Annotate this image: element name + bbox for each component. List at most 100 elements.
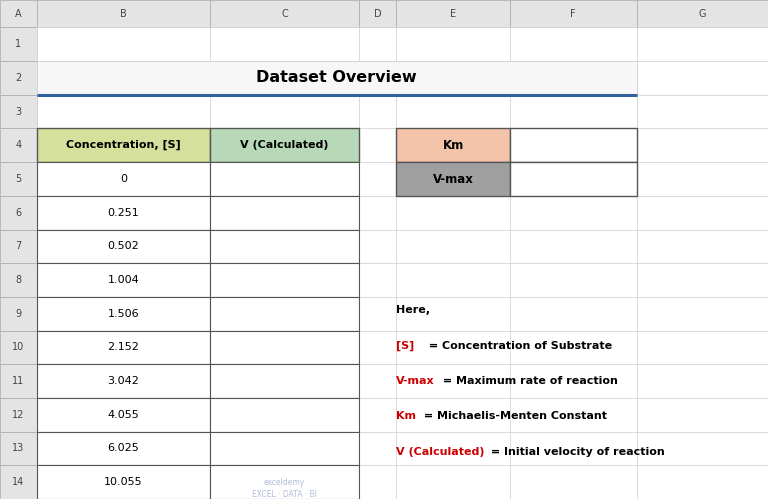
Bar xyxy=(637,61,768,95)
Text: = Initial velocity of reaction: = Initial velocity of reaction xyxy=(487,447,664,457)
Bar xyxy=(637,95,768,129)
Bar xyxy=(637,297,768,330)
Text: = Concentration of Substrate: = Concentration of Substrate xyxy=(425,341,612,351)
Text: 4: 4 xyxy=(15,140,22,150)
Bar xyxy=(210,0,359,27)
Bar xyxy=(0,95,37,129)
Bar xyxy=(396,230,510,263)
Bar xyxy=(396,0,510,27)
Bar xyxy=(396,95,510,129)
Bar xyxy=(37,432,210,465)
Bar xyxy=(359,230,396,263)
Bar xyxy=(210,196,359,230)
Bar xyxy=(210,465,359,499)
Bar xyxy=(510,330,637,364)
Text: Km: Km xyxy=(442,139,464,152)
Text: Here,: Here, xyxy=(396,305,430,315)
Text: B: B xyxy=(120,8,127,19)
Bar xyxy=(359,61,396,95)
Bar xyxy=(0,364,37,398)
Bar xyxy=(510,364,637,398)
Bar xyxy=(0,297,37,330)
Bar xyxy=(210,398,359,432)
Text: V (Calculated): V (Calculated) xyxy=(396,447,485,457)
Bar xyxy=(359,129,396,162)
Bar xyxy=(510,297,637,330)
Bar xyxy=(37,162,210,196)
Bar xyxy=(0,196,37,230)
Bar xyxy=(210,95,359,129)
Bar xyxy=(210,230,359,263)
Text: 0.251: 0.251 xyxy=(108,208,139,218)
Bar xyxy=(359,432,396,465)
Bar xyxy=(637,162,768,196)
Bar xyxy=(37,162,210,196)
Text: 1.506: 1.506 xyxy=(108,309,139,319)
Text: 4.055: 4.055 xyxy=(108,410,139,420)
Text: A: A xyxy=(15,8,22,19)
Bar xyxy=(637,263,768,297)
Bar xyxy=(210,398,359,432)
Bar xyxy=(510,0,637,27)
Bar xyxy=(37,330,210,364)
Bar xyxy=(396,432,510,465)
Bar xyxy=(359,196,396,230)
Bar xyxy=(37,230,210,263)
Bar xyxy=(396,162,510,196)
Text: 6.025: 6.025 xyxy=(108,444,139,454)
Bar xyxy=(0,0,37,27)
Bar xyxy=(510,95,637,129)
Bar xyxy=(0,129,37,162)
Bar xyxy=(396,297,510,330)
Bar xyxy=(210,230,359,263)
Bar xyxy=(637,230,768,263)
Bar xyxy=(637,398,768,432)
Bar xyxy=(359,364,396,398)
Bar xyxy=(510,27,637,61)
Text: 12: 12 xyxy=(12,410,25,420)
Bar xyxy=(637,432,768,465)
Bar xyxy=(37,263,210,297)
Bar xyxy=(396,129,510,162)
Bar xyxy=(37,129,210,162)
Bar xyxy=(359,297,396,330)
Text: 1.004: 1.004 xyxy=(108,275,139,285)
Text: 10.055: 10.055 xyxy=(104,477,143,487)
Bar xyxy=(637,129,768,162)
Bar xyxy=(637,465,768,499)
Bar xyxy=(210,61,359,95)
Text: V-max: V-max xyxy=(396,376,435,386)
Bar xyxy=(37,27,210,61)
Bar xyxy=(37,129,210,162)
Bar xyxy=(510,61,637,95)
Bar xyxy=(396,330,510,364)
Text: 11: 11 xyxy=(12,376,25,386)
Bar xyxy=(37,364,210,398)
Text: V-max: V-max xyxy=(432,173,474,186)
Bar xyxy=(37,465,210,499)
Bar xyxy=(637,27,768,61)
Bar xyxy=(37,398,210,432)
Text: 9: 9 xyxy=(15,309,22,319)
Bar xyxy=(37,230,210,263)
Bar xyxy=(396,27,510,61)
Text: Concentration, [S]: Concentration, [S] xyxy=(66,140,180,151)
Bar xyxy=(510,398,637,432)
Bar xyxy=(0,61,37,95)
Bar xyxy=(37,95,210,129)
Bar xyxy=(37,432,210,465)
Text: [S]: [S] xyxy=(396,341,415,351)
Text: F: F xyxy=(571,8,576,19)
Bar xyxy=(637,0,768,27)
Bar xyxy=(510,432,637,465)
Bar xyxy=(210,297,359,330)
Bar xyxy=(210,263,359,297)
Bar xyxy=(0,27,37,61)
Bar xyxy=(210,465,359,499)
Bar xyxy=(210,162,359,196)
Bar xyxy=(510,129,637,162)
Bar xyxy=(359,95,396,129)
Bar xyxy=(0,330,37,364)
Bar xyxy=(510,129,637,162)
Bar xyxy=(637,196,768,230)
